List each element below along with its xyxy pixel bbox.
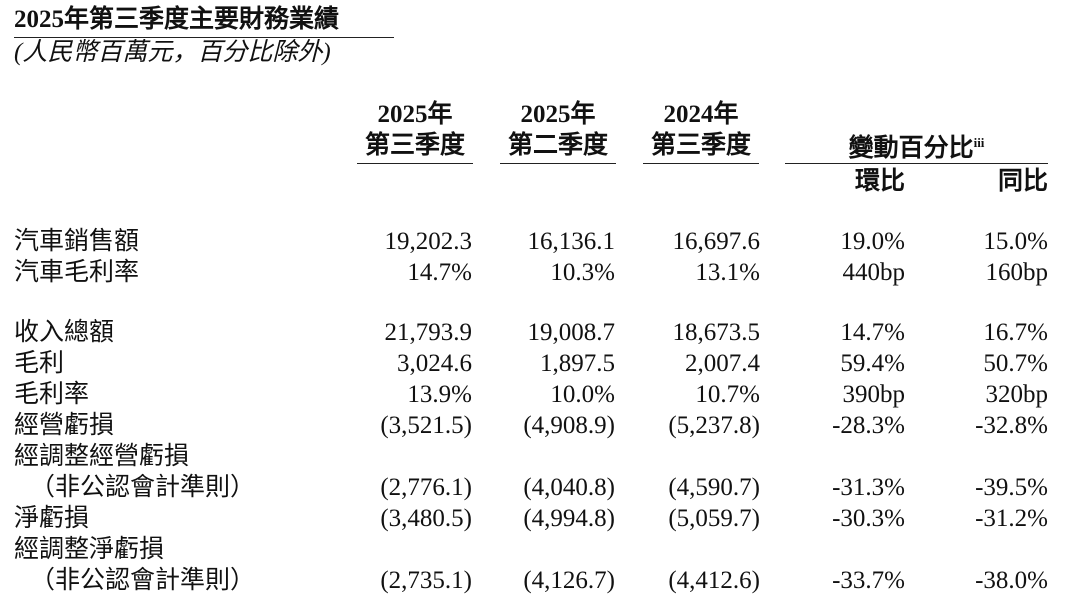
column-year: 2024年 bbox=[663, 101, 739, 128]
cell-value: 2,007.4 bbox=[685, 350, 760, 377]
row-label: 汽車銷售額 bbox=[14, 228, 140, 255]
cell-value: (4,994.8) bbox=[523, 505, 615, 532]
cell-value: (4,412.6) bbox=[668, 567, 760, 594]
cell-value: 160bp bbox=[985, 259, 1049, 286]
row-label: 毛利 bbox=[14, 350, 65, 377]
title-underline bbox=[14, 37, 394, 38]
cell-value: 21,793.9 bbox=[384, 319, 473, 346]
cell-value: 13.9% bbox=[407, 381, 472, 408]
change-column: 環比 bbox=[854, 168, 905, 195]
change-underline bbox=[785, 163, 1048, 164]
cell-value: 50.7% bbox=[983, 350, 1048, 377]
cell-value: 15.0% bbox=[983, 228, 1048, 255]
cell-value: 14.7% bbox=[407, 259, 472, 286]
cell-value: (4,590.7) bbox=[668, 474, 760, 501]
cell-value: (2,776.1) bbox=[380, 474, 472, 501]
column-underline bbox=[500, 163, 616, 164]
column-underline bbox=[357, 163, 473, 164]
change-header-text: 變動百分比 bbox=[848, 135, 974, 163]
subtitle: (人民幣百萬元，百分比除外) bbox=[14, 39, 331, 66]
cell-value: 10.7% bbox=[695, 381, 760, 408]
row-label: 經營虧損 bbox=[14, 412, 115, 439]
cell-value: 16.7% bbox=[983, 319, 1048, 346]
cell-value: 19.0% bbox=[840, 228, 905, 255]
cell-value: -39.5% bbox=[975, 474, 1048, 501]
title: 2025年第三季度主要財務業績 bbox=[14, 6, 340, 33]
column-year: 2025年 bbox=[520, 101, 596, 128]
cell-value: -33.7% bbox=[832, 567, 905, 594]
cell-value: 1,897.5 bbox=[540, 350, 615, 377]
cell-value: (4,908.9) bbox=[523, 412, 615, 439]
cell-value: 59.4% bbox=[840, 350, 905, 377]
change-note: iii bbox=[973, 134, 985, 150]
row-label: 經調整淨虧損 bbox=[14, 536, 165, 563]
column-quarter: 第三季度 bbox=[364, 132, 465, 159]
cell-value: -32.8% bbox=[975, 412, 1048, 439]
row-label: 汽車毛利率 bbox=[14, 259, 140, 286]
cell-value: 18,673.5 bbox=[672, 319, 761, 346]
cell-value: 440bp bbox=[842, 259, 906, 286]
cell-value: (4,126.7) bbox=[523, 567, 615, 594]
cell-value: 14.7% bbox=[840, 319, 905, 346]
cell-value: (4,040.8) bbox=[523, 474, 615, 501]
column-year: 2025年 bbox=[377, 101, 453, 128]
cell-value: -30.3% bbox=[832, 505, 905, 532]
cell-value: 16,697.6 bbox=[672, 228, 761, 255]
change-header: 變動百分比iii bbox=[785, 128, 1048, 164]
cell-value: (5,059.7) bbox=[668, 505, 760, 532]
cell-value: 19,202.3 bbox=[384, 228, 473, 255]
column-quarter: 第二季度 bbox=[507, 132, 608, 159]
cell-value: 19,008.7 bbox=[527, 319, 616, 346]
cell-value: 390bp bbox=[842, 381, 906, 408]
row-label: 經調整經營虧損 bbox=[14, 443, 190, 470]
column-quarter: 第三季度 bbox=[650, 132, 751, 159]
row-sublabel: （非公認會計準則） bbox=[30, 474, 256, 501]
row-sublabel: （非公認會計準則） bbox=[30, 567, 256, 594]
cell-value: 13.1% bbox=[695, 259, 760, 286]
row-label: 毛利率 bbox=[14, 381, 90, 408]
cell-value: -38.0% bbox=[975, 567, 1048, 594]
cell-value: -31.2% bbox=[975, 505, 1048, 532]
cell-value: (5,237.8) bbox=[668, 412, 760, 439]
cell-value: -28.3% bbox=[832, 412, 905, 439]
cell-value: (3,521.5) bbox=[380, 412, 472, 439]
cell-value: 3,024.6 bbox=[397, 350, 472, 377]
change-column: 同比 bbox=[997, 168, 1048, 195]
cell-value: 10.0% bbox=[550, 381, 615, 408]
row-label: 收入總額 bbox=[14, 319, 115, 346]
cell-value: (3,480.5) bbox=[380, 505, 472, 532]
cell-value: 16,136.1 bbox=[527, 228, 616, 255]
cell-value: 10.3% bbox=[550, 259, 615, 286]
row-label: 淨虧損 bbox=[14, 505, 90, 532]
cell-value: -31.3% bbox=[832, 474, 905, 501]
column-underline bbox=[643, 163, 759, 164]
cell-value: (2,735.1) bbox=[380, 567, 472, 594]
cell-value: 320bp bbox=[985, 381, 1049, 408]
